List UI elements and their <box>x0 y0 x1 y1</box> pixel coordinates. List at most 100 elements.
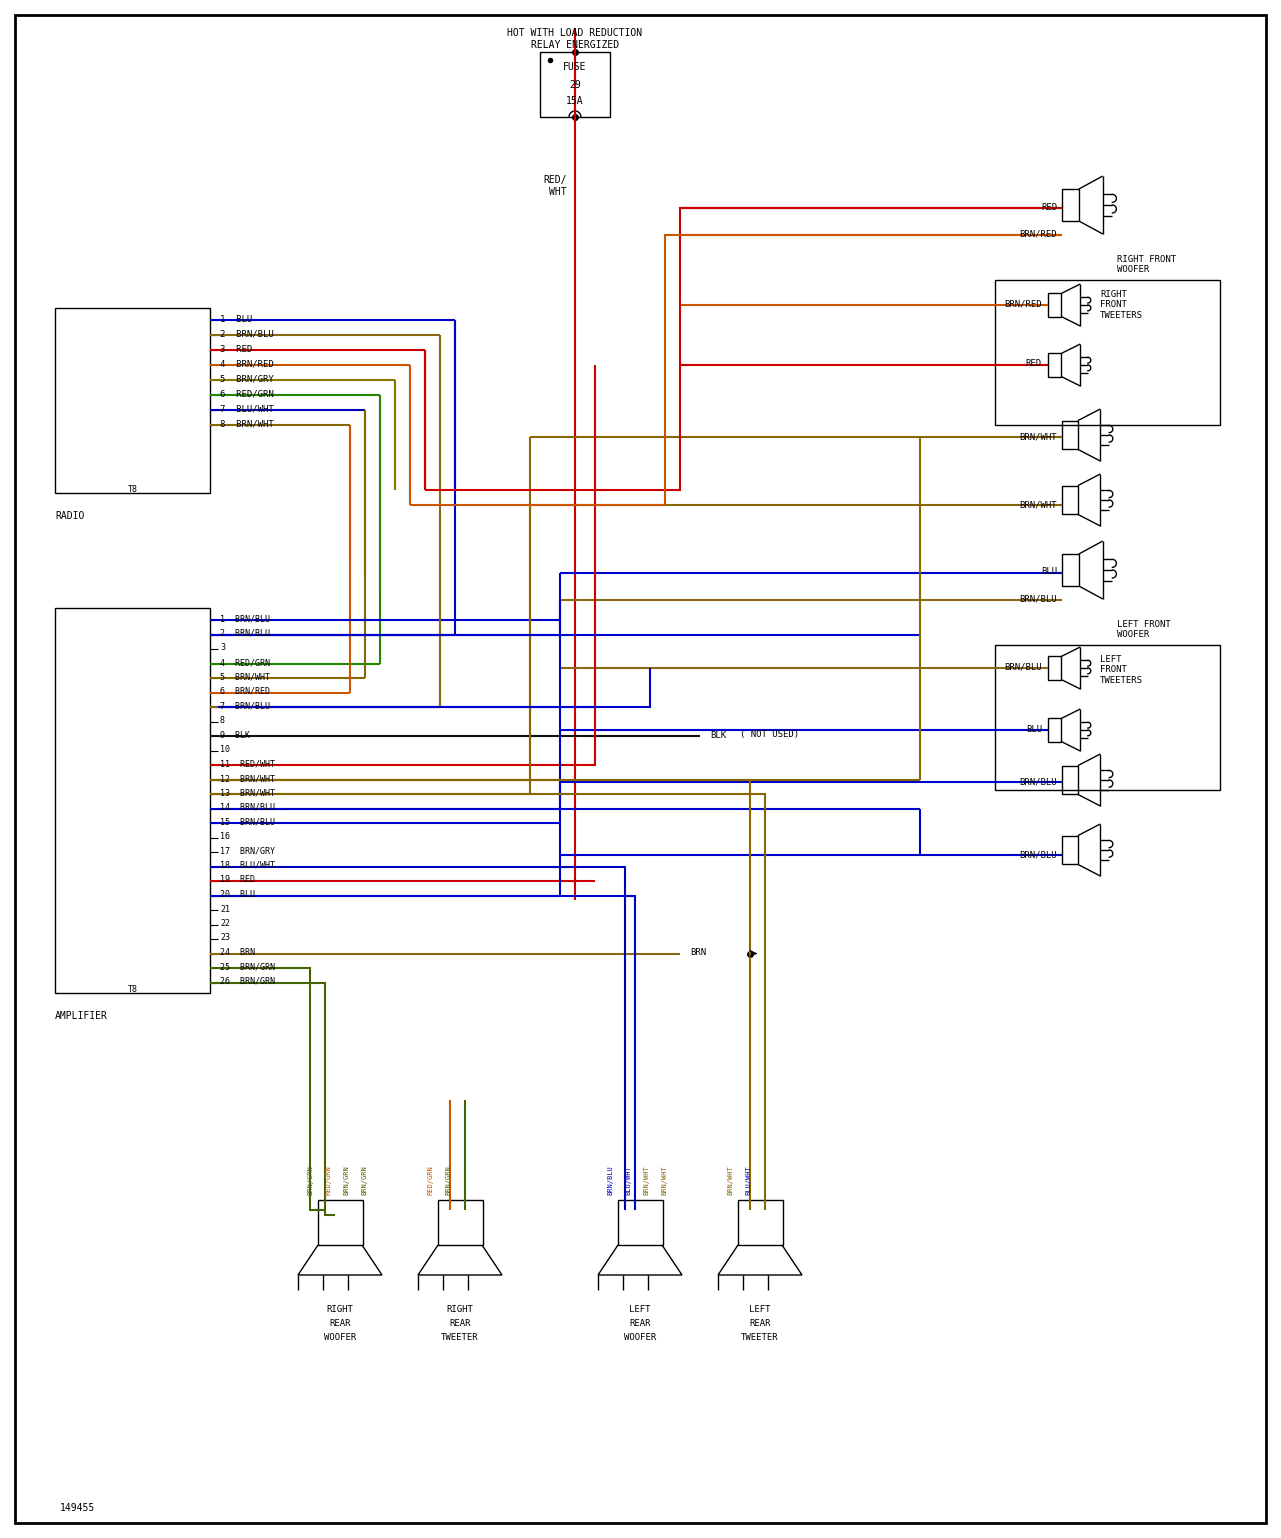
Text: LEFT: LEFT <box>629 1306 651 1313</box>
Text: 7  BRN/BLU: 7 BRN/BLU <box>220 701 270 711</box>
Text: 23: 23 <box>220 934 231 943</box>
Text: AMPLIFIER: AMPLIFIER <box>55 1010 108 1021</box>
Text: BRN/WHT: BRN/WHT <box>1020 432 1057 441</box>
Text: 9  BLK: 9 BLK <box>220 731 250 740</box>
Text: BLK: BLK <box>710 731 726 740</box>
Bar <box>738 1200 783 1244</box>
Bar <box>55 308 210 494</box>
Bar <box>1048 657 1061 680</box>
Bar <box>55 608 210 994</box>
Bar <box>1062 766 1077 794</box>
Bar <box>1062 189 1079 221</box>
Text: BRN/GRN: BRN/GRN <box>361 1166 366 1195</box>
Text: BRN/RED: BRN/RED <box>1020 229 1057 238</box>
Text: BRN/GRN: BRN/GRN <box>307 1166 313 1195</box>
Text: RIGHT: RIGHT <box>327 1306 354 1313</box>
Text: LEFT: LEFT <box>749 1306 771 1313</box>
Text: T8: T8 <box>128 984 137 994</box>
Text: 20  BLU: 20 BLU <box>220 891 255 900</box>
Text: T8: T8 <box>128 484 137 494</box>
Bar <box>318 1200 363 1244</box>
Text: RIGHT
FRONT
TWEETERS: RIGHT FRONT TWEETERS <box>1100 291 1143 320</box>
Bar <box>995 644 1220 791</box>
Text: 11  RED/WHT: 11 RED/WHT <box>220 760 275 769</box>
Bar <box>1062 486 1077 514</box>
Text: 12  BRN/WHT: 12 BRN/WHT <box>220 774 275 783</box>
Text: LEFT
FRONT
TWEETERS: LEFT FRONT TWEETERS <box>1100 655 1143 684</box>
Text: BRN/BLU: BRN/BLU <box>1020 595 1057 603</box>
Text: 25  BRN/GRN: 25 BRN/GRN <box>220 963 275 972</box>
Text: 4  BRN/RED: 4 BRN/RED <box>220 360 274 369</box>
Text: WOOFER: WOOFER <box>324 1333 356 1343</box>
Text: 19  RED: 19 RED <box>220 875 255 884</box>
Text: 26  BRN/GRN: 26 BRN/GRN <box>220 977 275 986</box>
Text: REAR: REAR <box>450 1320 470 1327</box>
Text: 24  BRN: 24 BRN <box>220 947 255 957</box>
Text: REAR: REAR <box>749 1320 771 1327</box>
Text: 2  BRN/BLU: 2 BRN/BLU <box>220 329 274 338</box>
Text: LEFT FRONT
WOOFER: LEFT FRONT WOOFER <box>1117 620 1171 640</box>
Text: BLU: BLU <box>1026 724 1041 734</box>
Text: BRN/GRN: BRN/GRN <box>343 1166 348 1195</box>
Text: BLU/WHT: BLU/WHT <box>625 1166 632 1195</box>
Bar <box>1062 835 1077 864</box>
Text: 4  RED/GRN: 4 RED/GRN <box>220 658 270 667</box>
Text: ( NOT USED): ( NOT USED) <box>740 731 799 740</box>
Bar <box>1062 554 1079 586</box>
Text: BRN/GRN: BRN/GRN <box>445 1166 451 1195</box>
Text: 22: 22 <box>220 920 231 927</box>
Text: BRN: BRN <box>690 947 706 957</box>
Text: HOT WITH LOAD REDUCTION
RELAY ENERGIZED: HOT WITH LOAD REDUCTION RELAY ENERGIZED <box>507 28 643 49</box>
Text: 8: 8 <box>220 717 225 724</box>
Text: 5  BRN/WHT: 5 BRN/WHT <box>220 672 270 681</box>
Text: BRN/BLU: BRN/BLU <box>1004 663 1041 672</box>
Bar <box>617 1200 664 1244</box>
Text: 14  BRN/BLU: 14 BRN/BLU <box>220 803 275 812</box>
Text: BRN/BLU: BRN/BLU <box>1020 778 1057 786</box>
Text: TWEETER: TWEETER <box>742 1333 779 1343</box>
Text: 18  BLU/WHT: 18 BLU/WHT <box>220 861 275 871</box>
Text: 10: 10 <box>220 744 231 754</box>
Text: 6  RED/GRN: 6 RED/GRN <box>220 389 274 398</box>
Text: BLU: BLU <box>1041 568 1057 577</box>
Text: RED: RED <box>1041 203 1057 212</box>
Bar <box>541 52 610 117</box>
Text: BRN/WHT: BRN/WHT <box>1020 500 1057 509</box>
Text: 17  BRN/GRY: 17 BRN/GRY <box>220 846 275 855</box>
Bar <box>1062 421 1077 449</box>
Bar <box>1048 354 1061 377</box>
Bar <box>995 280 1220 424</box>
Bar <box>438 1200 483 1244</box>
Text: 5  BRN/GRY: 5 BRN/GRY <box>220 374 274 383</box>
Text: WOOFER: WOOFER <box>624 1333 656 1343</box>
Text: BLU/WHT: BLU/WHT <box>746 1166 751 1195</box>
Text: 149455: 149455 <box>60 1503 95 1513</box>
Text: 3: 3 <box>220 643 225 652</box>
Text: 13  BRN/WHT: 13 BRN/WHT <box>220 789 275 798</box>
Bar <box>1048 718 1061 741</box>
Text: RED: RED <box>1026 360 1041 369</box>
Text: BRN/BLU: BRN/BLU <box>607 1166 614 1195</box>
Text: 3  RED: 3 RED <box>220 345 252 354</box>
Text: BRN/RED: BRN/RED <box>1004 300 1041 309</box>
Text: 15  BRN/BLU: 15 BRN/BLU <box>220 818 275 826</box>
Text: 21: 21 <box>220 904 231 914</box>
Text: 29: 29 <box>569 80 580 91</box>
Text: 16: 16 <box>220 832 231 841</box>
Text: 8  BRN/WHT: 8 BRN/WHT <box>220 420 274 429</box>
Bar <box>1048 294 1061 317</box>
Text: RED/GRN: RED/GRN <box>325 1166 330 1195</box>
Text: BRN/WHT: BRN/WHT <box>661 1166 667 1195</box>
Text: 1  BLU: 1 BLU <box>220 314 252 323</box>
Text: RIGHT: RIGHT <box>447 1306 474 1313</box>
Text: REAR: REAR <box>329 1320 351 1327</box>
Text: RADIO: RADIO <box>55 511 85 521</box>
Text: TWEETER: TWEETER <box>441 1333 479 1343</box>
Text: 2  BRN/BLU: 2 BRN/BLU <box>220 629 270 638</box>
Text: REAR: REAR <box>629 1320 651 1327</box>
Text: BRN/WHT: BRN/WHT <box>728 1166 733 1195</box>
Text: RED/
WHT: RED/ WHT <box>543 175 567 197</box>
Text: 6  BRN/RED: 6 BRN/RED <box>220 687 270 697</box>
Text: FUSE: FUSE <box>564 62 587 72</box>
Text: RED/GRN: RED/GRN <box>427 1166 433 1195</box>
